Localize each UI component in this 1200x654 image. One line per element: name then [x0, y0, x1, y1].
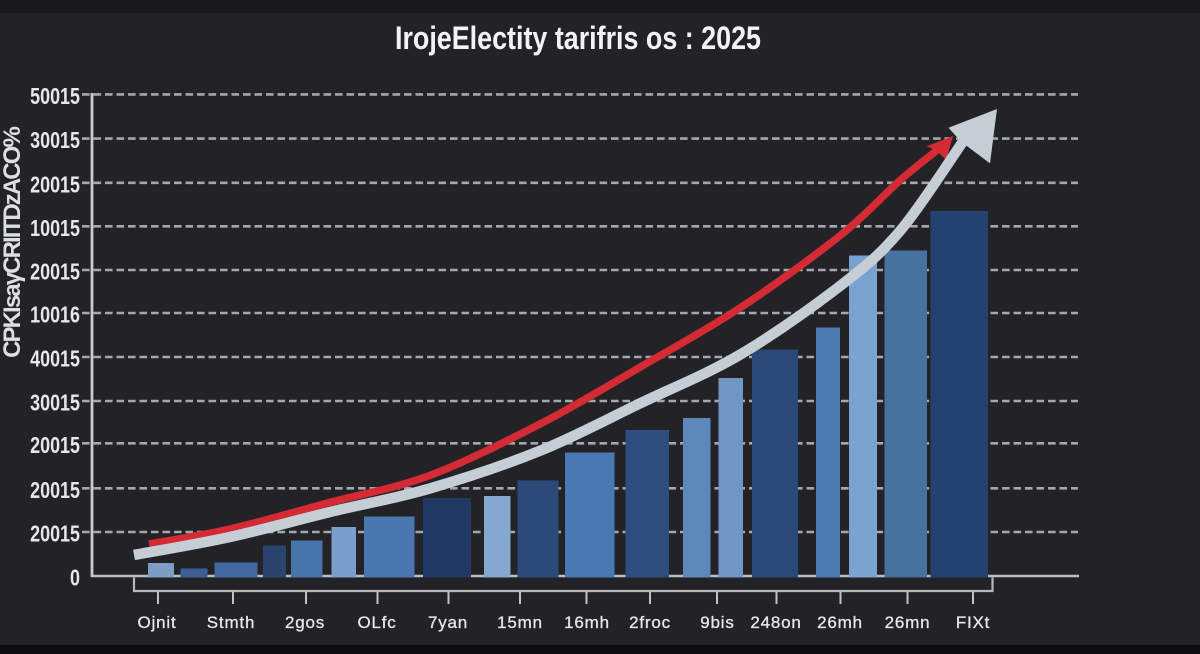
svg-text:50015: 50015 — [30, 84, 80, 110]
svg-text:30015: 30015 — [30, 128, 80, 154]
svg-text:20015: 20015 — [30, 172, 80, 198]
svg-text:0: 0 — [70, 565, 80, 591]
svg-text:15mn: 15mn — [497, 613, 543, 632]
svg-text:OLfc: OLfc — [357, 613, 396, 632]
svg-text:20015: 20015 — [30, 521, 80, 547]
svg-text:2froc: 2froc — [629, 613, 671, 632]
svg-text:26mn: 26mn — [885, 613, 931, 632]
svg-text:26mh: 26mh — [817, 613, 863, 632]
svg-text:40015: 40015 — [30, 346, 80, 372]
svg-text:20015: 20015 — [30, 433, 80, 459]
svg-text:7yan: 7yan — [428, 613, 468, 632]
svg-text:16mh: 16mh — [564, 613, 610, 632]
svg-text:10016: 10016 — [30, 302, 80, 328]
svg-text:20015: 20015 — [30, 259, 80, 285]
svg-text:Ojnit: Ojnit — [138, 613, 177, 632]
svg-text:Stmth: Stmth — [207, 613, 255, 632]
svg-text:FIXt: FIXt — [956, 613, 990, 632]
svg-text:30015: 30015 — [30, 390, 80, 416]
svg-text:IrojeElectity tarifris os : 20: IrojeElectity tarifris os : 2025 — [395, 21, 761, 57]
svg-text:2gos: 2gos — [285, 613, 325, 632]
svg-text:248on: 248on — [750, 613, 801, 632]
svg-text:9bis: 9bis — [700, 613, 734, 632]
svg-text:10015: 10015 — [30, 216, 80, 242]
svg-text:20015: 20015 — [30, 478, 80, 504]
svg-text:CPKIsaγCRIITDzACO%: CPKIsaγCRIITDzACO% — [0, 127, 26, 358]
